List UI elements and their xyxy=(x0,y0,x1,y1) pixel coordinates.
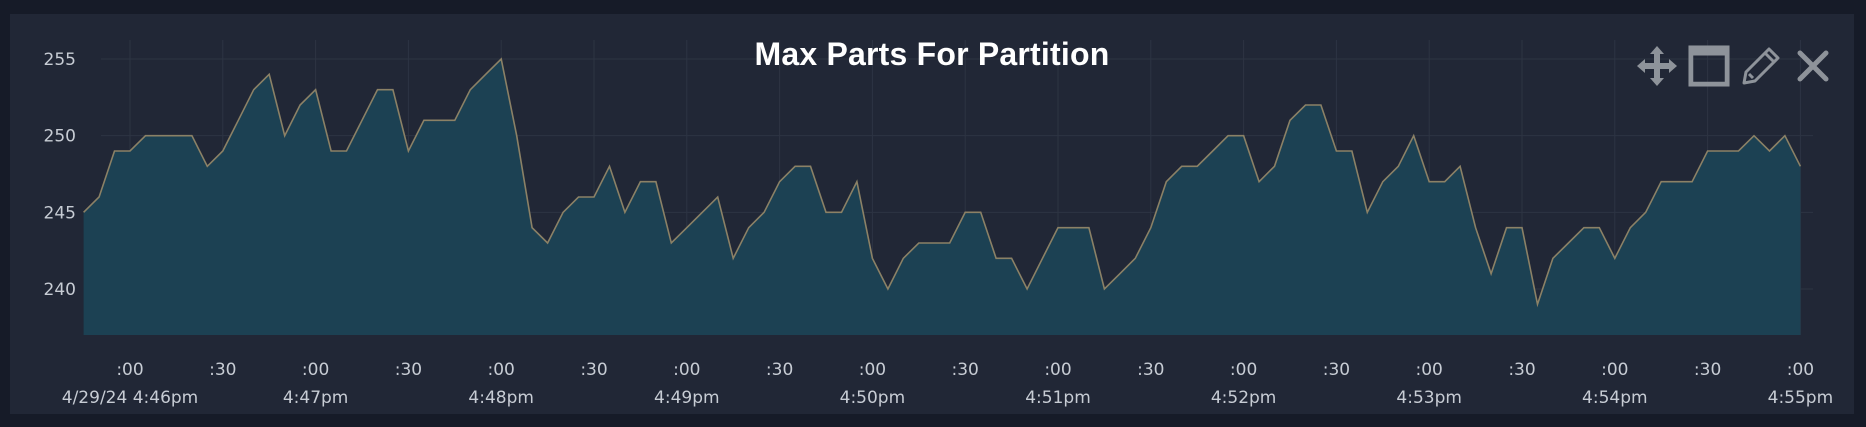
x-tick-time-label: 4:49pm xyxy=(654,388,720,408)
x-axis: :00 4/29/24 4:46pm :30 :00 4:47pm :30 :00 4:48p… xyxy=(62,360,1833,408)
x-tick-time-label: 4:54pm xyxy=(1582,388,1648,408)
close-button[interactable] xyxy=(1792,42,1834,90)
x-tick-time-label: 4:47pm xyxy=(283,388,349,408)
x-tick-label: :30 xyxy=(1323,360,1350,380)
x-tick-label: :00 xyxy=(488,360,515,380)
x-tick-time-label: 4/29/24 4:46pm xyxy=(62,388,198,408)
series-line xyxy=(83,57,1802,308)
move-button[interactable] xyxy=(1636,42,1678,90)
x-tick-label: :00 xyxy=(1044,360,1071,380)
series-area-fill xyxy=(83,59,1801,335)
move-icon xyxy=(1637,46,1677,86)
x-tick-label: :30 xyxy=(395,360,422,380)
chart-plot: 240 245 250 255 :00 4/29/24 4:46pm :30 :00 4:47… xyxy=(44,40,1833,408)
y-tick-label: 255 xyxy=(44,50,76,70)
x-tick-label: :30 xyxy=(1137,360,1164,380)
y-tick-label: 245 xyxy=(44,203,76,223)
x-tick-label: :00 xyxy=(1416,360,1443,380)
y-axis: 240 245 250 255 xyxy=(44,50,76,300)
x-tick-label: :30 xyxy=(1508,360,1535,380)
x-tick-label: :00 xyxy=(116,360,143,380)
x-tick-time-label: 4:50pm xyxy=(840,388,906,408)
chart-title: Max Parts For Partition xyxy=(754,36,1110,72)
chart-panel: 240 245 250 255 :00 4/29/24 4:46pm :30 :00 4:47… xyxy=(10,14,1854,414)
x-tick-time-label: 4:51pm xyxy=(1025,388,1091,408)
y-tick-label: 240 xyxy=(44,280,76,300)
edit-icon xyxy=(1742,47,1780,85)
x-tick-label: :30 xyxy=(1694,360,1721,380)
maximize-icon xyxy=(1688,45,1730,87)
x-tick-time-label: 4:52pm xyxy=(1211,388,1277,408)
x-tick-label: :00 xyxy=(859,360,886,380)
x-tick-label: :30 xyxy=(766,360,793,380)
x-tick-label: :00 xyxy=(302,360,329,380)
panel-toolbar xyxy=(1636,42,1834,90)
x-tick-time-label: 4:53pm xyxy=(1396,388,1462,408)
x-tick-label: :30 xyxy=(952,360,979,380)
x-tick-label: :00 xyxy=(1787,360,1814,380)
x-tick-label: :00 xyxy=(673,360,700,380)
maximize-button[interactable] xyxy=(1688,42,1730,90)
x-tick-label: :30 xyxy=(580,360,607,380)
edit-button[interactable] xyxy=(1740,42,1782,90)
y-tick-label: 250 xyxy=(44,127,76,147)
x-tick-time-label: 4:48pm xyxy=(468,388,534,408)
x-tick-label: :00 xyxy=(1601,360,1628,380)
close-icon xyxy=(1797,50,1829,82)
x-tick-time-label: 4:55pm xyxy=(1768,388,1834,408)
x-tick-label: :30 xyxy=(209,360,236,380)
x-tick-label: :00 xyxy=(1230,360,1257,380)
